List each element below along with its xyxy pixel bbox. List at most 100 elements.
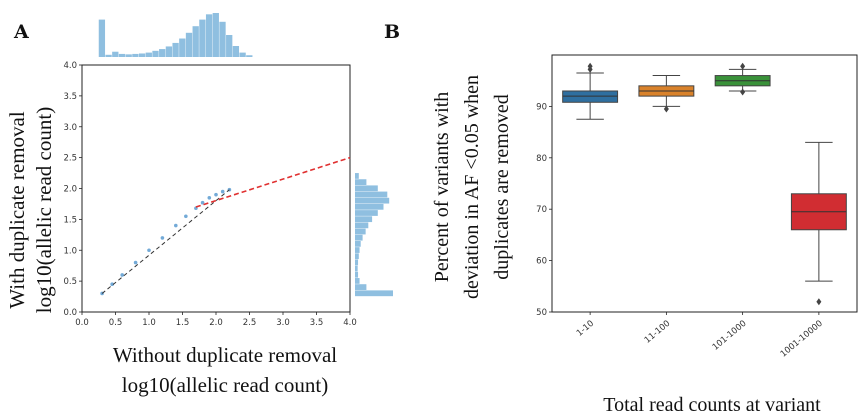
x-tick-label: 3.0	[276, 318, 290, 328]
right-histogram-bar	[355, 185, 378, 192]
box-101-1000	[714, 62, 771, 96]
x-axis-ticks: 0.0 0.5 1.0 1.5 2.0 2.5 3.0 3.5 4.0	[75, 312, 357, 328]
right-histogram-bar	[355, 222, 369, 229]
y-tick-label: 1.0	[63, 246, 77, 256]
right-histogram-bar	[355, 284, 367, 290]
outlier-marker	[663, 105, 669, 113]
right-histogram-bar	[355, 179, 367, 186]
y-tick-label: 2.5	[63, 154, 77, 164]
x-tick-label: 1001-10000	[779, 319, 825, 360]
top-histogram-bar	[165, 46, 173, 57]
right-histogram-bar	[355, 278, 360, 284]
panel-letter-b: B	[384, 21, 400, 43]
right-histogram-bar	[355, 197, 390, 204]
scatter-point	[200, 200, 205, 205]
top-histogram-bar	[192, 26, 199, 57]
top-histogram-bar	[226, 35, 233, 57]
right-histogram-bar	[355, 271, 359, 278]
outlier-marker	[740, 88, 746, 96]
top-histogram-bar	[138, 53, 146, 57]
right-histogram-bar	[355, 228, 366, 235]
y-axis-ticks: 50 60 70 80 90	[536, 102, 552, 318]
x-axis-ticks: 1-10 11-100 101-1000 1001-10000	[575, 312, 825, 360]
x-tick-label: 11-100	[643, 319, 672, 346]
y-tick-label: 1.5	[63, 215, 77, 225]
x-axis-label: Total read counts at variant	[603, 394, 821, 416]
y-axis-label-line-1: With duplicate removal	[5, 111, 29, 309]
panel-letter-a: A	[13, 21, 29, 43]
scatter-point	[133, 260, 138, 265]
scatter-point	[147, 248, 151, 253]
y-tick-label: 80	[536, 154, 547, 164]
top-histogram-bar	[232, 46, 240, 57]
box-body	[562, 90, 619, 103]
scatter-points	[100, 187, 232, 296]
top-histogram-bar	[205, 14, 213, 57]
panel-a-joint-plot: 0.0 0.5 1.0 1.5 2.0 2.5 3.0 3.5 4.0 0.0 0.5 1.0 1.5…	[5, 13, 393, 397]
x-tick-label: 0.0	[75, 318, 89, 328]
right-histogram-bar	[355, 234, 363, 241]
top-histogram-bar	[125, 54, 132, 57]
y-tick-label: 70	[536, 205, 547, 215]
scatter-point	[207, 195, 212, 200]
top-histogram-bar	[118, 53, 126, 57]
right-histogram-bar	[355, 203, 384, 210]
right-marginal-histogram	[355, 173, 393, 297]
top-histogram-bar	[239, 52, 246, 57]
x-tick-label: 1.0	[142, 318, 156, 328]
top-histogram-bar	[212, 13, 219, 57]
right-histogram-bar	[355, 216, 373, 223]
right-histogram-bar	[355, 290, 393, 297]
outlier-marker	[740, 62, 746, 70]
scatter-point	[184, 214, 188, 219]
top-histogram-bar	[246, 55, 253, 57]
y-tick-label: 90	[536, 102, 547, 112]
y-tick-label: 4.0	[63, 61, 77, 71]
scatter-point	[214, 192, 218, 197]
right-histogram-bar	[355, 247, 360, 253]
x-tick-label: 2.5	[243, 318, 257, 328]
scatter-point	[174, 223, 178, 228]
x-axis-label-line-1: Without duplicate removal	[113, 343, 337, 367]
top-histogram-bar	[199, 19, 206, 58]
y-axis-label-line-2: deviation in AF <0.05 when	[461, 75, 483, 299]
x-tick-label: 2.0	[209, 318, 223, 328]
y-tick-label: 50	[536, 308, 547, 318]
box-11-100	[638, 75, 695, 113]
top-histogram-bar	[112, 51, 119, 57]
x-tick-label: 101-1000	[711, 319, 749, 353]
y-tick-label: 2.0	[63, 185, 77, 195]
scatter-point	[110, 282, 114, 287]
right-histogram-bar	[355, 259, 359, 266]
top-histogram-bar	[185, 32, 193, 57]
y-axis-label-line-2: log10(allelic read count)	[32, 107, 56, 313]
top-histogram-bar	[159, 49, 166, 57]
y-axis-label-line-3: duplicates are removed	[491, 94, 513, 279]
x-tick-label: 1-10	[575, 319, 596, 339]
y-tick-label: 3.5	[63, 92, 77, 102]
right-histogram-bar	[355, 253, 359, 260]
x-tick-label: 4.0	[343, 318, 357, 328]
x-axis-label-line-2: log10(allelic read count)	[122, 373, 328, 397]
scatter-point	[120, 273, 124, 277]
outlier-marker	[587, 62, 593, 70]
top-marginal-histogram	[98, 13, 253, 58]
top-histogram-bar	[179, 38, 186, 57]
top-histogram-bar	[98, 19, 106, 58]
right-histogram-bar	[355, 265, 358, 272]
top-histogram-bar	[132, 53, 139, 57]
scatter-point	[160, 236, 165, 240]
outlier-marker	[816, 298, 822, 306]
y-tick-label: 3.0	[63, 123, 77, 133]
top-histogram-bar	[152, 50, 159, 57]
x-tick-label: 1.5	[176, 318, 190, 328]
box-series	[562, 62, 847, 306]
top-histogram-bar	[219, 21, 226, 57]
y-axis-ticks: 0.0 0.5 1.0 1.5 2.0 2.5 3.0 3.5 4.0	[63, 61, 82, 318]
box-1-10	[562, 62, 619, 120]
right-histogram-bar	[355, 240, 361, 247]
top-histogram-bar	[105, 54, 112, 57]
top-histogram-bar	[172, 42, 179, 57]
